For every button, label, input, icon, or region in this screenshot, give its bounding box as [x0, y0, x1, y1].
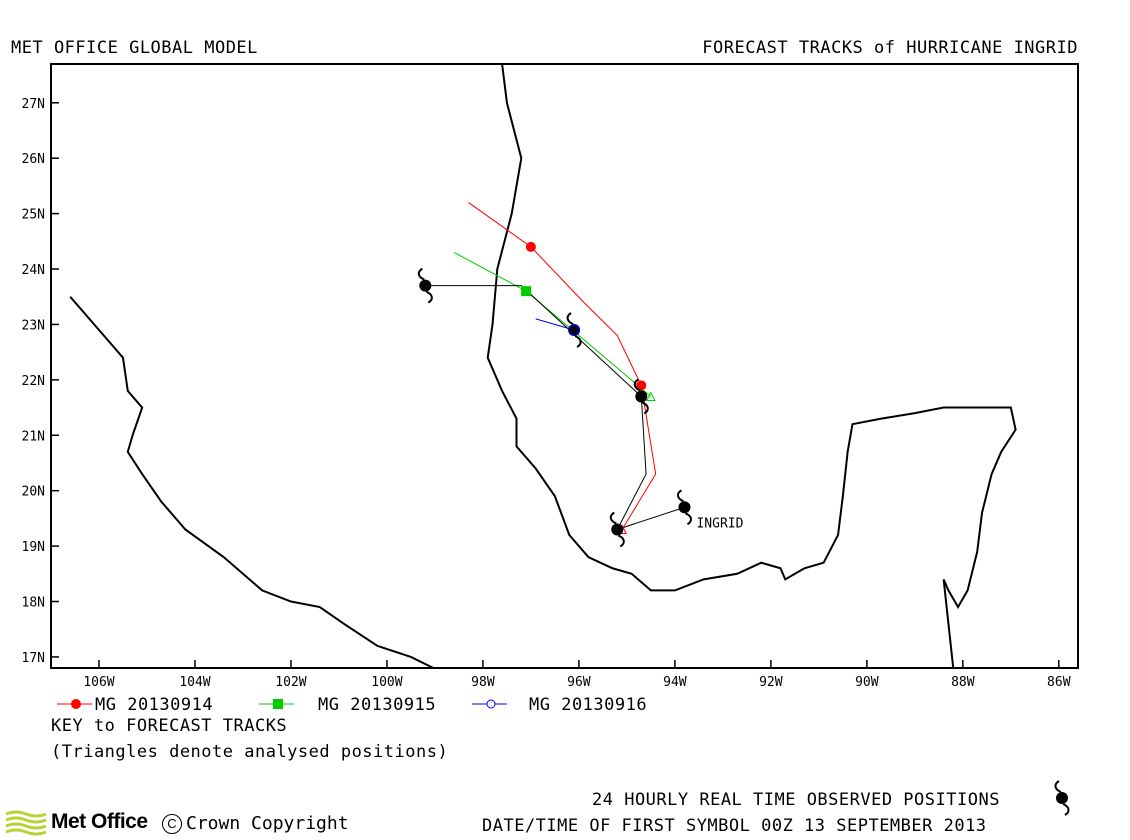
- legend-marker: [486, 699, 496, 709]
- map-frame: [50, 63, 1079, 669]
- analysed-position-triangle: [646, 391, 656, 401]
- y-tick-label: 20N: [22, 485, 45, 500]
- right-title: FORECAST TRACKS of HURRICANE INGRID: [702, 38, 1078, 58]
- coastline: [69, 64, 1017, 668]
- legend: [57, 699, 507, 709]
- observed-track-line: [425, 285, 647, 530]
- key-title: KEY to FORECAST TRACKS: [51, 716, 288, 736]
- legend-item-label-3: MG 20130916: [529, 695, 648, 715]
- forecast-track-line: [453, 251, 652, 397]
- coastline-segment: [69, 296, 436, 668]
- x-tick-label: 90W: [855, 675, 879, 690]
- observed-position-icon: [676, 489, 692, 526]
- y-tick-label: 17N: [22, 651, 45, 666]
- key-note: (Triangles denote analysed positions): [51, 742, 449, 762]
- forecast-track-line: [468, 202, 657, 530]
- copyright-symbol: C: [162, 814, 182, 834]
- observed-position-icon: [609, 511, 625, 548]
- x-tick-label: 102W: [275, 675, 306, 690]
- forecast-marker: [525, 241, 536, 252]
- x-tick-label: 92W: [759, 675, 783, 690]
- tracks: INGRID: [417, 202, 744, 548]
- x-tick-label: 94W: [663, 675, 687, 690]
- legend-item-label-1: MG 20130914: [95, 695, 214, 715]
- x-tick-label: 100W: [371, 675, 402, 690]
- left-title: MET OFFICE GLOBAL MODEL: [11, 38, 258, 58]
- storm-label: INGRID: [696, 516, 743, 531]
- forecast-marker: [568, 324, 580, 336]
- coastline-segment: [486, 64, 1017, 668]
- met-office-logo: [5, 810, 47, 836]
- x-tick-label: 104W: [179, 675, 210, 690]
- x-tick-label: 106W: [83, 675, 114, 690]
- x-tick-label: 96W: [567, 675, 591, 690]
- x-tick-label: 98W: [471, 675, 495, 690]
- y-tick-label: 22N: [22, 374, 45, 389]
- copyright: C Crown Copyright: [162, 813, 349, 834]
- legend-item-label-2: MG 20130915: [318, 695, 437, 715]
- forecast-marker: [521, 286, 532, 297]
- forecast-marker: [636, 380, 647, 391]
- y-tick-label: 18N: [22, 596, 45, 611]
- hurricane-symbol-icon: [1054, 780, 1070, 816]
- x-tick-label: 88W: [951, 675, 975, 690]
- y-tick-label: 27N: [22, 97, 45, 112]
- copyright-text: Crown Copyright: [186, 813, 349, 834]
- observed-position-icon: [633, 378, 649, 415]
- x-tick-label: 86W: [1047, 675, 1071, 690]
- brand-name: Met Office: [51, 810, 148, 833]
- observed-note: 24 HOURLY REAL TIME OBSERVED POSITIONS: [592, 790, 1000, 810]
- map-axes: 106W 104W 102W 100W 98W 96W 94W 92W 90W 88W 86W 17N…: [22, 63, 1079, 690]
- observed-track-line: [617, 506, 685, 530]
- y-tick-label: 21N: [22, 429, 45, 444]
- legend-marker: [71, 699, 81, 709]
- observed-symbol-icon: [1054, 780, 1070, 816]
- y-tick-label: 23N: [22, 318, 45, 333]
- observed-position-icon: [566, 312, 582, 348]
- legend-marker: [273, 699, 283, 709]
- y-tick-label: 24N: [22, 263, 45, 278]
- y-tick-label: 19N: [22, 540, 45, 555]
- observed-position-icon: [417, 267, 433, 304]
- y-tick-label: 26N: [22, 152, 45, 167]
- y-tick-label: 25N: [22, 208, 45, 223]
- first-symbol-note: DATE/TIME OF FIRST SYMBOL 00Z 13 SEPTEMB…: [482, 816, 987, 836]
